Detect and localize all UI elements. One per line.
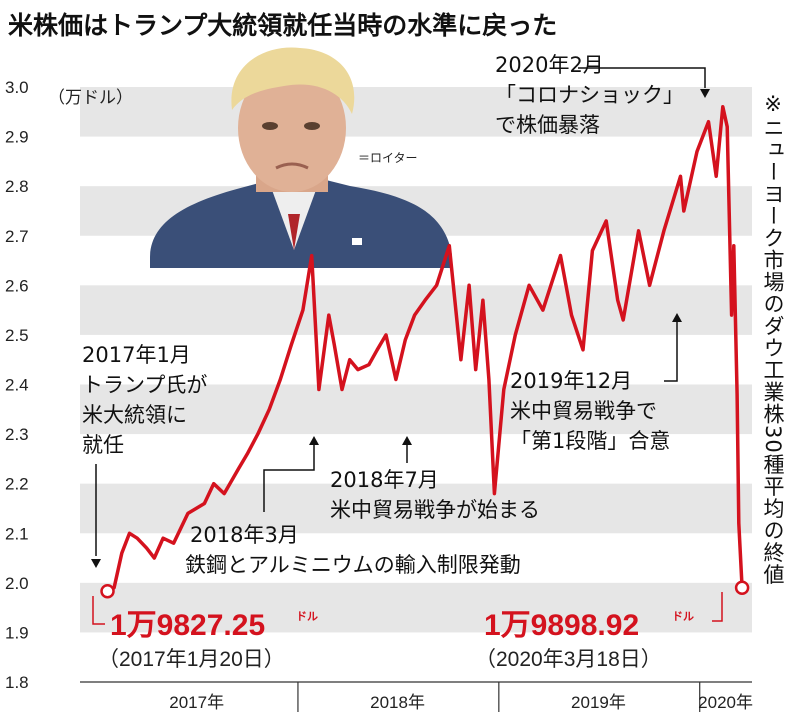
grid-band	[80, 384, 752, 435]
x-tick-label: 2018年	[370, 693, 425, 712]
x-tick-label: 2020年	[698, 693, 753, 712]
chart-title: 米株価はトランプ大統領就任当時の水準に戻った	[8, 11, 557, 40]
start-callout-line	[92, 596, 105, 625]
grid-band	[80, 582, 752, 633]
y-axis: 3.0 2.9 2.8 2.7 2.6 2.5 2.4 2.3 2.2 2.1 2.0 1.9 1.8 （…	[5, 78, 133, 692]
series-layer	[100, 105, 750, 599]
photo-credit: ＝ロイター	[358, 151, 418, 165]
y-tick-label: 2.2	[5, 475, 29, 494]
annotation-line: トランプ氏が	[82, 373, 207, 397]
annotation-line: 2017年1月	[82, 343, 191, 367]
end-value-unit: ドル	[672, 610, 694, 623]
annotations	[91, 67, 723, 625]
start-date: （2017年1月20日）	[98, 648, 285, 671]
y-tick-label: 1.8	[5, 673, 29, 692]
annotation-arrowhead	[672, 313, 682, 322]
y-tick-label: 2.1	[5, 524, 29, 543]
series-line	[106, 105, 744, 593]
annotation-line: 米中貿易戦争が始まる	[330, 498, 540, 522]
x-tick-label: 2019年	[571, 693, 626, 712]
annotation-line: 2018年3月	[190, 523, 299, 547]
annotation-leader	[578, 67, 706, 88]
y-tick-label: 2.8	[5, 177, 29, 196]
end-date: （2020年3月18日）	[475, 648, 662, 671]
annotation-line: 就任	[82, 433, 124, 457]
grid-band	[80, 87, 752, 137]
start-value: 1万9827.25	[110, 609, 265, 642]
y-tick-label: 2.7	[5, 227, 29, 246]
annotation-line: 2018年7月	[330, 468, 439, 492]
annotation-arrowhead	[91, 559, 101, 568]
x-tick-label: 2017年	[169, 693, 224, 712]
end-point-marker	[734, 580, 750, 596]
start-point-marker	[100, 584, 115, 599]
annotation-line: 2020年2月	[495, 53, 604, 77]
annotation-line: 米大統領に	[82, 403, 187, 427]
x-axis: 2017年 2018年 2019年 2020年	[80, 681, 753, 712]
trump-photo	[150, 47, 452, 268]
annotation-leader	[664, 322, 678, 382]
start-value-unit: ドル	[296, 610, 318, 623]
side-note: ※ニューヨーク市場のダウ工業株30種平均の終値	[761, 92, 785, 586]
annotation-arrowhead	[309, 436, 319, 445]
y-tick-label: 2.9	[5, 128, 29, 147]
chart-text: 米株価はトランプ大統領就任当時の水準に戻った ＝ロイター 2017年1月トランプ氏が…	[8, 11, 785, 671]
y-tick-label: 3.0	[5, 78, 29, 97]
annotation-line: 米中貿易戦争で	[510, 399, 657, 423]
annotation-arrowhead	[700, 89, 710, 98]
grid-band	[80, 483, 752, 534]
y-tick-label: 2.3	[5, 425, 29, 444]
background-bands	[80, 87, 752, 633]
y-tick-label: 2.4	[5, 376, 29, 395]
y-unit-label: （万ドル）	[48, 88, 133, 107]
y-tick-label: 2.6	[5, 276, 29, 295]
annotation-leader	[263, 445, 315, 512]
annotation-arrowhead	[402, 436, 412, 445]
annotation-line: で株価暴落	[495, 113, 600, 137]
annotation-line: 「コロナショック」	[495, 83, 684, 107]
y-tick-label: 1.9	[5, 623, 29, 642]
annotation-line: 「第1段階」合意	[510, 429, 670, 453]
y-tick-label: 2.0	[5, 574, 29, 593]
end-callout-line	[712, 592, 723, 622]
y-tick-label: 2.5	[5, 326, 29, 345]
annotation-line: 鉄鋼とアルミニウムの輸入制限発動	[185, 553, 521, 577]
annotation-line: 2019年12月	[510, 369, 632, 393]
end-value: 1万9898.92	[484, 609, 639, 642]
